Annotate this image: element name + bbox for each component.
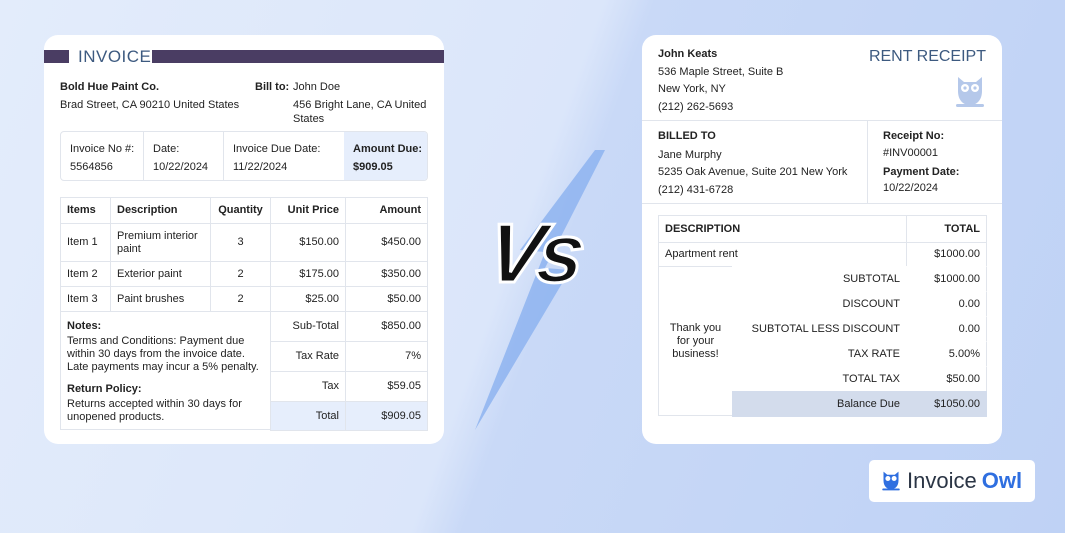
return-policy-text: Returns accepted within 30 days for unop… bbox=[67, 398, 242, 423]
summary-value: $1000.00 bbox=[906, 266, 987, 292]
owl-icon bbox=[882, 471, 900, 491]
cell-amount: $50.00 bbox=[345, 286, 428, 312]
notes-text: Terms and Conditions: Payment due within… bbox=[67, 335, 259, 373]
vs-label: Vs bbox=[480, 205, 587, 302]
lightning-divider bbox=[475, 150, 605, 430]
divider bbox=[642, 203, 1002, 204]
billed-phone: (212) 431-6728 bbox=[658, 184, 734, 196]
receipt-no-label: Receipt No: bbox=[883, 130, 945, 142]
notes-section: Notes: Terms and Conditions: Payment due… bbox=[60, 311, 271, 430]
bill-to-name: John Doe bbox=[293, 81, 341, 93]
col-total: TOTAL bbox=[906, 215, 987, 243]
cell-item: Item 3 bbox=[60, 286, 111, 312]
from-phone: (212) 262-5693 bbox=[658, 101, 734, 113]
company-address: Brad Street, CA 90210 United States bbox=[60, 99, 240, 111]
total-label: Total bbox=[270, 401, 346, 431]
meta-label: Invoice No #: bbox=[70, 143, 135, 155]
meta-due-date: Invoice Due Date: 11/22/2024 bbox=[224, 132, 344, 180]
billed-address: 5235 Oak Avenue, Suite 201 New York bbox=[658, 166, 848, 178]
cell-unit-price: $25.00 bbox=[270, 286, 346, 312]
total-value: $909.05 bbox=[345, 401, 428, 431]
meta-date: Date: 10/22/2024 bbox=[144, 132, 224, 180]
brand-name-part1: Invoice bbox=[907, 468, 977, 493]
total-value: $59.05 bbox=[345, 371, 428, 402]
invoice-meta: Invoice No #: 5564856 Date: 10/22/2024 I… bbox=[60, 131, 428, 181]
bill-to-label: Bill to: bbox=[255, 81, 290, 93]
total-label: Tax bbox=[270, 371, 346, 402]
cell-description: Premium interior paint bbox=[110, 223, 211, 262]
line-total: $1000.00 bbox=[906, 242, 987, 267]
invoice-title: INVOICE bbox=[78, 47, 152, 66]
summary-value: 0.00 bbox=[906, 291, 987, 317]
total-label: Tax Rate bbox=[270, 341, 346, 372]
from-address2: New York, NY bbox=[658, 83, 726, 95]
total-value: $850.00 bbox=[345, 311, 428, 342]
summary-value: 0.00 bbox=[906, 316, 987, 342]
payment-date-label: Payment Date: bbox=[883, 166, 960, 178]
col-header: Amount bbox=[345, 197, 428, 224]
meta-value: $909.05 bbox=[353, 161, 393, 173]
divider bbox=[642, 120, 1002, 121]
invoice-card: INVOICE Bold Hue Paint Co. Brad Street, … bbox=[44, 35, 444, 444]
cell-quantity: 3 bbox=[210, 223, 271, 262]
meta-value: 11/22/2024 bbox=[233, 161, 288, 173]
billed-to-label: BILLED TO bbox=[658, 130, 716, 142]
cell-item: Item 1 bbox=[60, 223, 111, 262]
summary-label: TAX RATE bbox=[732, 341, 907, 367]
col-header: Items bbox=[60, 197, 111, 224]
cell-amount: $350.00 bbox=[345, 261, 428, 287]
meta-label: Date: bbox=[153, 143, 180, 155]
from-name: John Keats bbox=[658, 48, 718, 60]
summary-label: SUBTOTAL bbox=[732, 266, 907, 292]
header-bar-right bbox=[152, 50, 444, 63]
from-address1: 536 Maple Street, Suite B bbox=[658, 66, 784, 78]
brand-name-part2: Owl bbox=[981, 468, 1023, 493]
payment-date: 10/22/2024 bbox=[883, 182, 939, 194]
return-policy-label: Return Policy: bbox=[67, 383, 142, 395]
receipt-card: John Keats 536 Maple Street, Suite B New… bbox=[642, 35, 1002, 444]
cell-quantity: 2 bbox=[210, 261, 271, 287]
owl-icon bbox=[956, 77, 984, 107]
cell-amount: $450.00 bbox=[345, 223, 428, 262]
line-description: Apartment rent bbox=[658, 242, 907, 267]
cell-unit-price: $150.00 bbox=[270, 223, 346, 262]
col-description: DESCRIPTION bbox=[658, 215, 907, 243]
cell-description: Exterior paint bbox=[110, 261, 211, 287]
billed-name: Jane Murphy bbox=[658, 149, 722, 161]
receipt-title: RENT RECEIPT bbox=[868, 48, 986, 65]
cell-description: Paint brushes bbox=[110, 286, 211, 312]
col-header: Quantity bbox=[210, 197, 271, 224]
summary-value: $1050.00 bbox=[906, 391, 987, 417]
summary-value: 5.00% bbox=[906, 341, 987, 367]
cell-unit-price: $175.00 bbox=[270, 261, 346, 287]
divider bbox=[867, 120, 868, 203]
header-bar-left bbox=[44, 50, 69, 63]
brand-logo: Invoice Owl bbox=[869, 460, 1035, 502]
summary-label: DISCOUNT bbox=[732, 291, 907, 317]
meta-value: 10/22/2024 bbox=[153, 161, 209, 173]
meta-invoice-no: Invoice No #: 5564856 bbox=[61, 132, 144, 180]
summary-label: TOTAL TAX bbox=[732, 366, 907, 392]
meta-value: 5564856 bbox=[70, 161, 113, 173]
col-header: Unit Price bbox=[270, 197, 346, 224]
cell-item: Item 2 bbox=[60, 261, 111, 287]
total-label: Sub-Total bbox=[270, 311, 346, 342]
cell-quantity: 2 bbox=[210, 286, 271, 312]
meta-label: Amount Due: bbox=[353, 143, 423, 155]
notes-label: Notes: bbox=[67, 320, 102, 332]
col-header: Description bbox=[110, 197, 211, 224]
bill-to-address: 456 Bright Lane, CA United States bbox=[293, 99, 427, 125]
summary-value: $50.00 bbox=[906, 366, 987, 392]
summary-label: Balance Due bbox=[732, 391, 907, 417]
meta-label: Invoice Due Date: bbox=[233, 143, 321, 155]
meta-amount-due: Amount Due: $909.05 bbox=[344, 132, 427, 180]
receipt-no: #INV00001 bbox=[883, 147, 939, 159]
total-value: 7% bbox=[345, 341, 428, 372]
company-name: Bold Hue Paint Co. bbox=[60, 81, 159, 93]
thank-you-note: Thank you for your business! bbox=[658, 266, 733, 416]
summary-label: SUBTOTAL LESS DISCOUNT bbox=[732, 316, 907, 342]
